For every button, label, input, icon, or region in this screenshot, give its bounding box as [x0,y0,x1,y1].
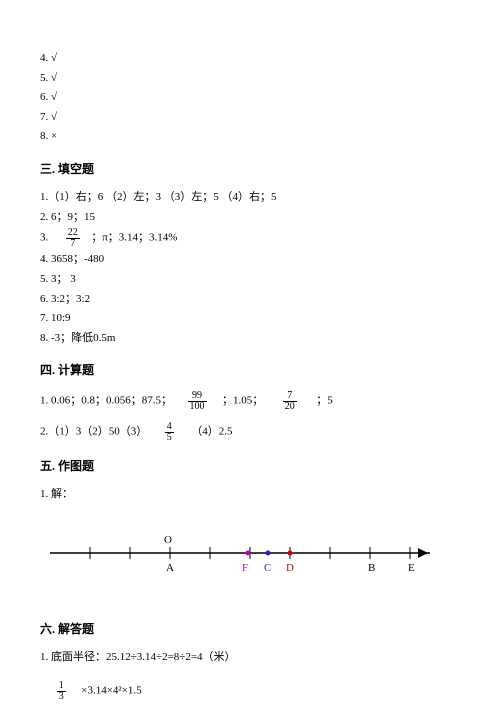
s3-line: 1.（1）右；6 （2）左；3 （3）左；5 （4）右；5 [40,189,460,207]
text: ；1.05； [222,394,263,406]
judge-item: 5. √ [40,70,460,88]
fraction-22-7: 22 7 [66,228,80,249]
fraction-7-20: 7 20 [283,391,297,412]
judge-block: 4. √ 5. √ 6. √ 7. √ 8. × [40,50,460,146]
frac-den: 7 [66,239,80,249]
text: 1. 0.06；0.8；0.056；87.5； [40,394,172,406]
svg-text:F: F [242,562,248,574]
section-4-body: 1. 0.06；0.8；0.056；87.5； 99 100 ；1.05； 7 … [40,391,460,443]
text: （4）2.5 [191,425,232,437]
fraction-1-3: 1 3 [57,681,66,702]
s3-line: 2. 6；9；15 [40,209,460,227]
frac-num: 1 [57,681,66,692]
frac-num: 7 [283,391,297,402]
svg-text:E: E [408,562,415,574]
s3-l3-suffix: ；π；3.14；3.14% [91,232,177,244]
svg-text:A: A [166,562,174,574]
svg-text:D: D [286,562,294,574]
frac-num: 4 [165,422,174,433]
s3-line: 7. 10:9 [40,310,460,328]
s3-line: 4. 3658；-480 [40,251,460,269]
frac-den: 20 [283,402,297,412]
fraction-4-5: 4 5 [165,422,174,443]
number-line-svg: O A F C D B E [40,523,440,583]
svg-text:C: C [264,562,271,574]
text: ×3.14×4²×1.5 [81,684,141,696]
frac-den: 5 [165,433,174,443]
svg-text:O: O [164,534,172,546]
s6-line-1: 1. 底面半径：25.12÷3.14÷2=8÷2=4（米） [40,649,460,667]
s3-line: 5. 3； 3 [40,271,460,289]
section-5-heading: 五. 作图题 [40,457,460,476]
s3-line: 6. 3:2；3:2 [40,291,460,309]
judge-item: 4. √ [40,50,460,68]
s4-line-2: 2.（1）3（2）50（3） 4 5 （4）2.5 [40,422,460,443]
section-6-body: 1. 底面半径：25.12÷3.14÷2=8÷2=4（米） 1 3 ×3.14×… [40,649,460,702]
s6-line-2: 1 3 ×3.14×4²×1.5 [40,681,460,702]
frac-num: 99 [188,391,207,402]
section-6-heading: 六. 解答题 [40,620,460,639]
judge-item: 8. × [40,128,460,146]
s4-line-1: 1. 0.06；0.8；0.056；87.5； 99 100 ；1.05； 7 … [40,391,460,412]
text: ；5 [316,394,333,406]
section-4-heading: 四. 计算题 [40,361,460,380]
s5-line-1: 1. 解： [40,486,460,504]
s3-line: 8. -3；降低0.5m [40,330,460,348]
frac-den: 100 [188,402,207,412]
section-3-body: 1.（1）右；6 （2）左；3 （3）左；5 （4）右；5 2. 6；9；15 … [40,189,460,347]
text: 2.（1）3（2）50（3） [40,425,147,437]
svg-text:B: B [368,562,375,574]
number-line-wrap: O A F C D B E [40,523,460,590]
section-3-heading: 三. 填空题 [40,160,460,179]
frac-den: 3 [57,692,66,702]
judge-item: 6. √ [40,89,460,107]
s3-line-3: 3. 22 7 ；π；3.14；3.14% [40,228,460,249]
fraction-99-100: 99 100 [188,391,207,412]
s3-l3-prefix: 3. [40,232,48,244]
judge-item: 7. √ [40,109,460,127]
